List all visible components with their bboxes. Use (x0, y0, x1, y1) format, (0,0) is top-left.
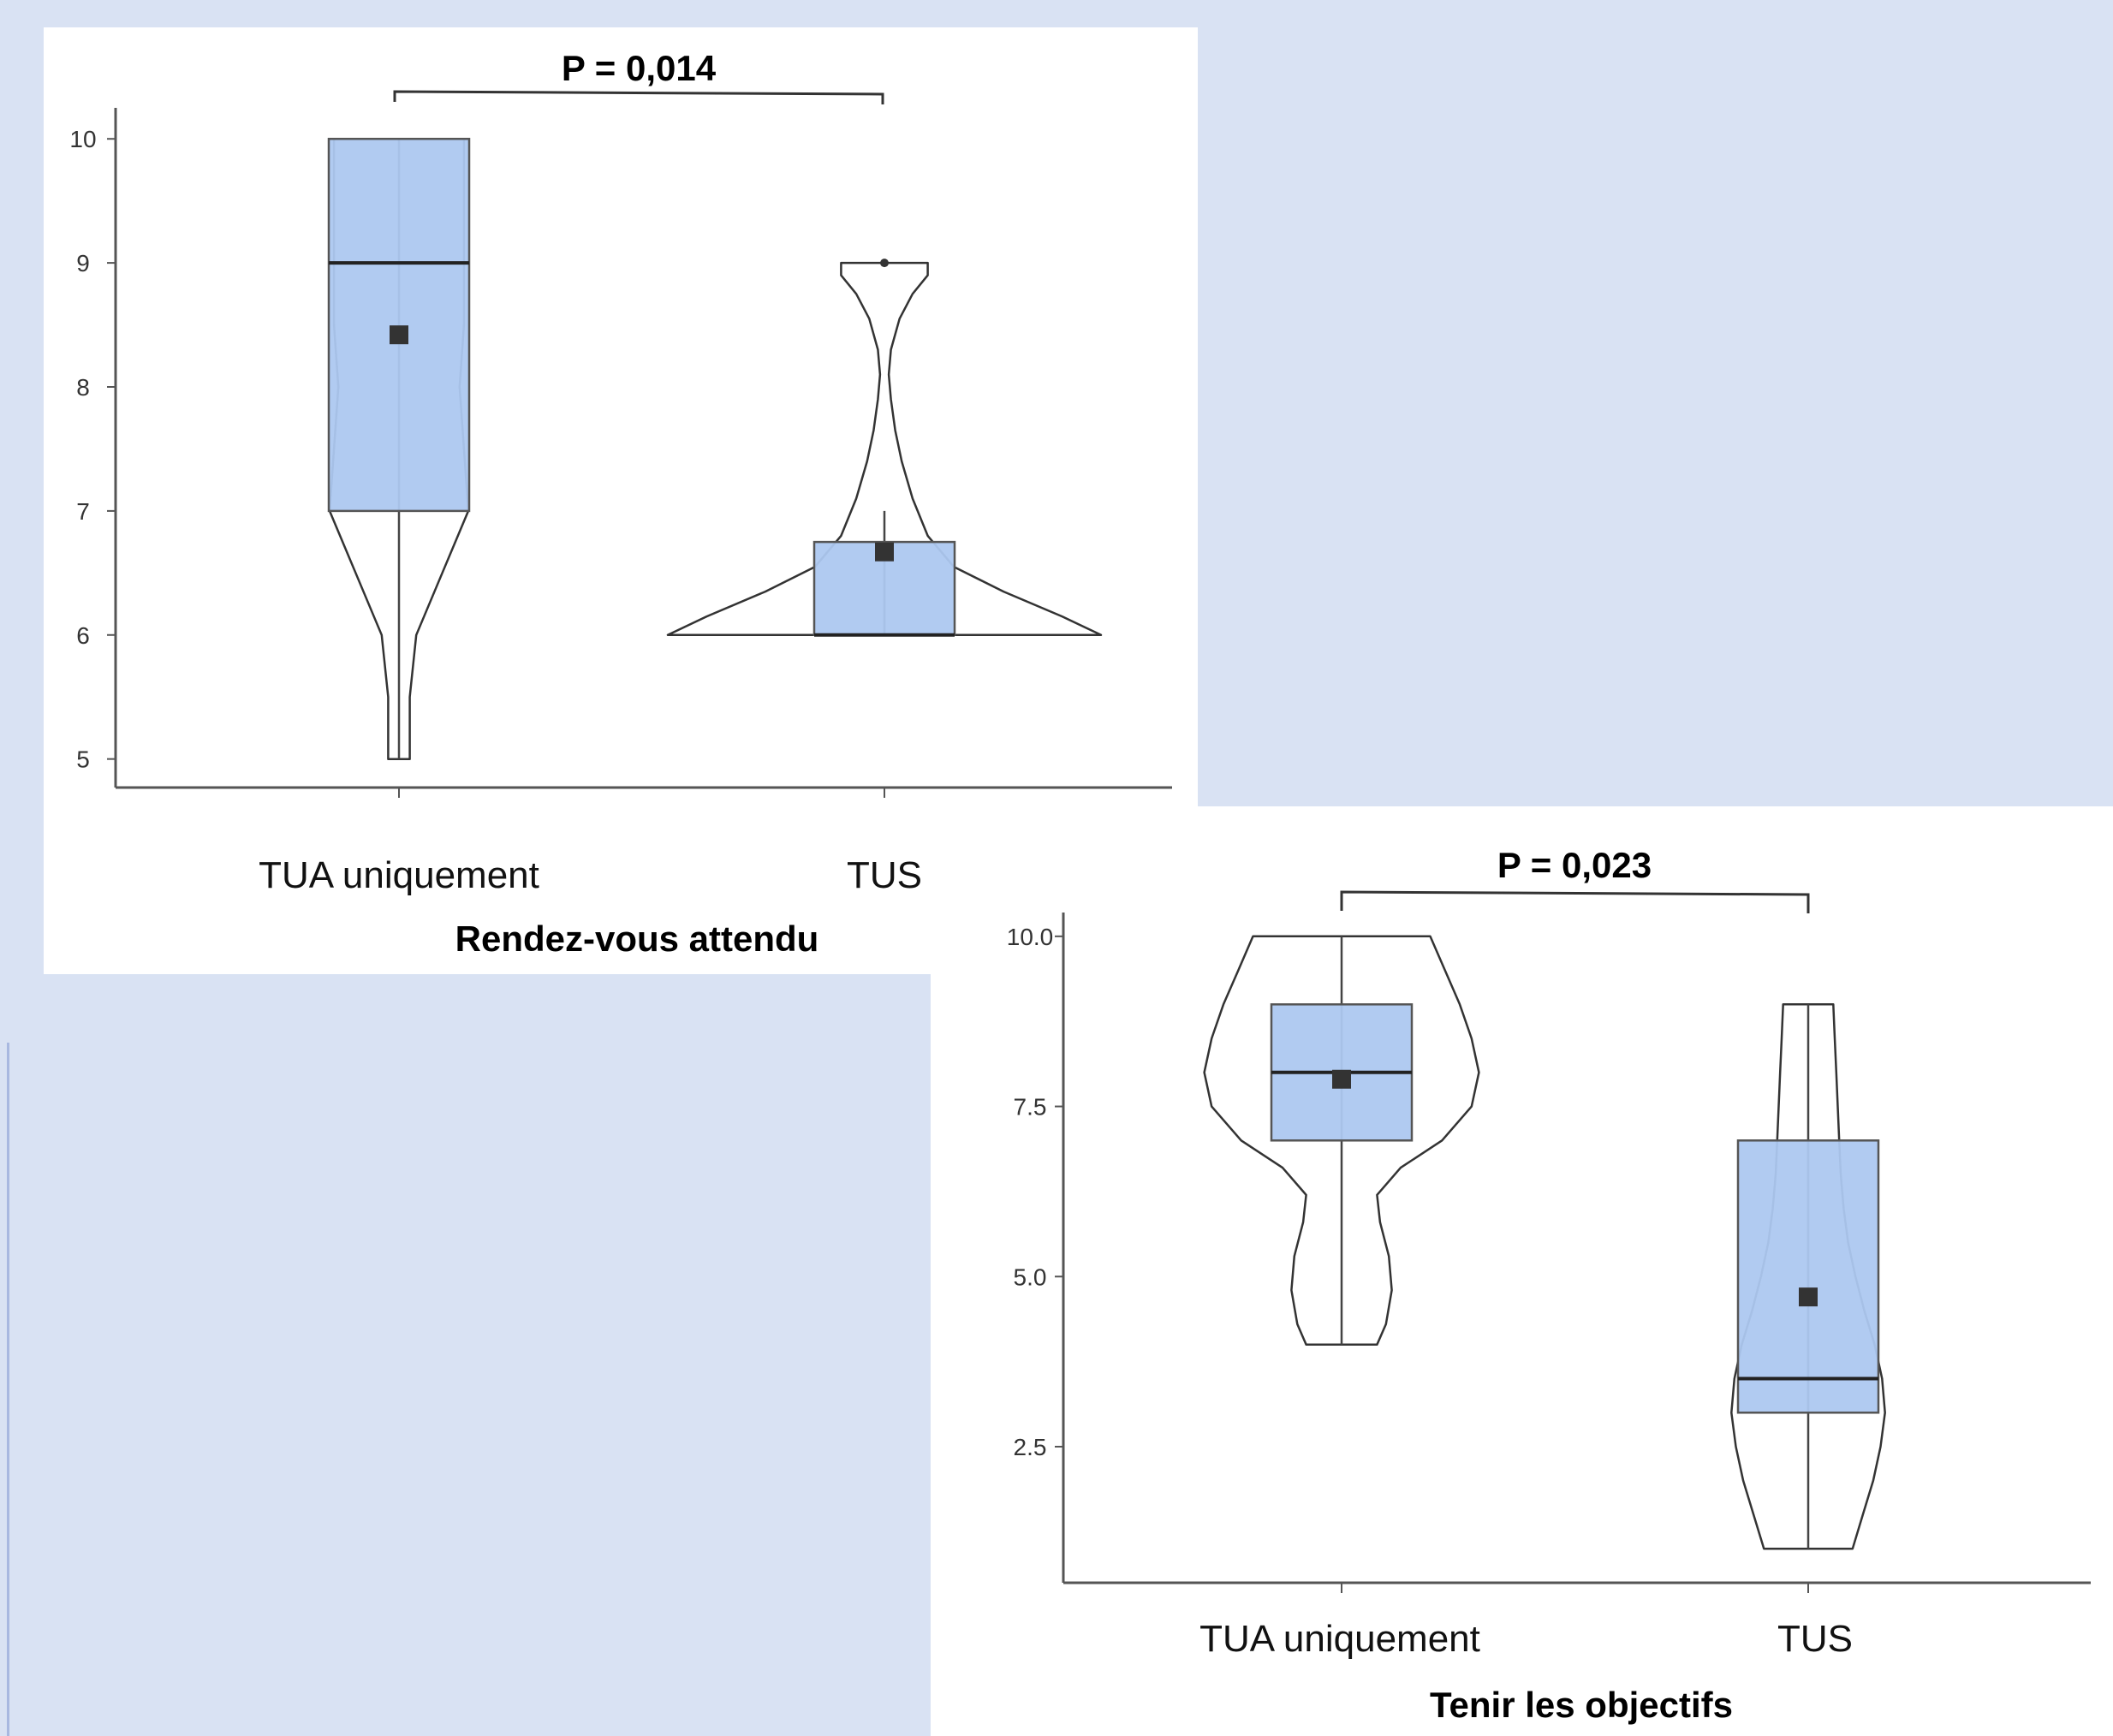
mean-marker (1332, 1069, 1351, 1089)
chart-rendez-vous-svg: P = 0,014 TUA uniquement TUS Rendez-vous… (69, 48, 1172, 959)
box-iqr (327, 137, 471, 513)
category-label-tus: TUS (1777, 1618, 1853, 1660)
y-tick-label: 8 (76, 374, 90, 401)
category-label-tus: TUS (847, 854, 922, 896)
category-label-tua: TUA uniquement (259, 854, 539, 896)
chart-title: Rendez-vous attendu (455, 919, 819, 959)
y-tick-label: 5.0 (1014, 1263, 1047, 1290)
chart-title: Tenir les objectifs (1430, 1685, 1733, 1725)
decorative-frame-line (7, 1043, 9, 1736)
y-tick-label: 6 (76, 622, 90, 649)
chart-panel-rendez-vous: P = 0,014 TUA uniquement TUS Rendez-vous… (44, 27, 1198, 974)
y-tick-label: 10 (69, 126, 96, 152)
y-tick-label: 9 (76, 250, 90, 276)
significance-bracket (393, 90, 884, 104)
violin-outline (1203, 935, 1480, 1347)
outlier-point (880, 259, 889, 268)
significance-bracket (1340, 890, 1810, 913)
y-tick-label: 10.0 (1007, 924, 1054, 950)
y-tick-label: 7.5 (1014, 1094, 1047, 1121)
violin-outline (666, 261, 1103, 637)
box-iqr (1736, 1139, 1880, 1414)
mean-marker (1799, 1287, 1818, 1307)
chart-panel-tenir-objectifs: P = 0,023 TUA uniquement TUS Tenir les o… (931, 806, 2113, 1736)
mean-marker (390, 325, 408, 345)
p-value-label: P = 0,023 (1497, 845, 1652, 885)
y-tick-label: 7 (76, 498, 90, 525)
chart-tenir-objectifs-svg: P = 0,023 TUA uniquement TUS Tenir les o… (1007, 845, 2091, 1725)
y-tick-label: 2.5 (1014, 1434, 1047, 1460)
p-value-label: P = 0,014 (562, 48, 717, 88)
y-tick-label: 5 (76, 746, 90, 773)
mean-marker (875, 542, 894, 562)
category-label-tua: TUA uniquement (1199, 1618, 1480, 1660)
